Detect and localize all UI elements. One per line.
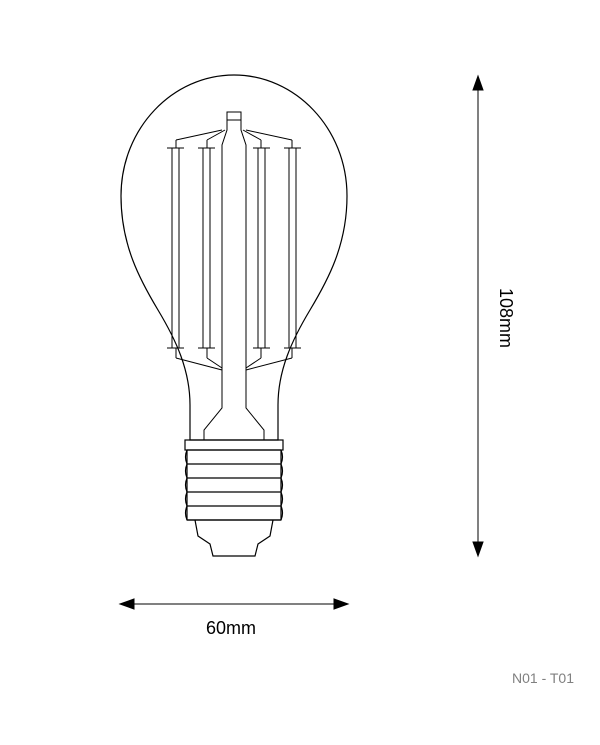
filament-group <box>167 130 301 370</box>
height-label: 108mm <box>495 288 516 348</box>
width-dimension <box>120 599 348 609</box>
width-label: 60mm <box>206 618 256 639</box>
diagram-container: 60mm 108mm N01 - T01 <box>0 0 600 745</box>
filament-1 <box>167 130 222 370</box>
height-dimension <box>473 76 483 556</box>
filament-3 <box>243 130 270 368</box>
bulb-collar <box>185 440 283 450</box>
filament-2 <box>198 130 225 368</box>
inner-stem <box>204 112 264 440</box>
filament-4 <box>246 130 301 370</box>
bulb-glass-outline <box>121 75 347 440</box>
bulb-drawing <box>0 0 600 745</box>
screw-base <box>186 450 283 556</box>
product-code: N01 - T01 <box>512 670 574 686</box>
